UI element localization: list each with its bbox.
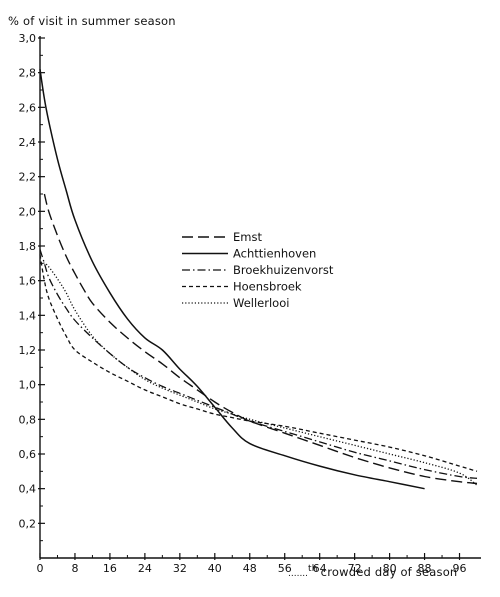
x-tick-label: 48 <box>243 562 257 575</box>
legend-label-wellerlooi: Wellerlooi <box>233 296 289 310</box>
y-tick-label: 2,2 <box>19 171 37 184</box>
y-tick-label: 1,6 <box>19 275 37 288</box>
y-tick-label: 2,8 <box>19 67 37 80</box>
x-tick-label: 72 <box>348 562 362 575</box>
y-tick-label: 1,0 <box>19 379 37 392</box>
y-tick-label: 0,4 <box>19 483 37 496</box>
x-axis-label-text: crowded day of season <box>320 565 458 579</box>
y-tick-label: 0,6 <box>19 448 37 461</box>
series-line-hoensbroek <box>39 254 478 472</box>
x-tick-label: 80 <box>383 562 397 575</box>
y-tick-label: 1,8 <box>19 240 37 253</box>
legend-label-broekhuizenvorst: Broekhuizenvorst <box>233 263 334 277</box>
y-tick-label: 3,0 <box>19 32 37 45</box>
y-tick-label: 1,4 <box>19 309 37 322</box>
x-tick-label: 0 <box>37 562 44 575</box>
y-tick-label: 2,0 <box>19 205 37 218</box>
legend-label-emst: Emst <box>233 230 262 244</box>
y-tick-label: 0,2 <box>19 517 37 530</box>
x-axis-label-suffix: th <box>308 564 318 574</box>
series-line-broekhuizenvorst <box>39 249 478 479</box>
y-tick-label: 2,4 <box>19 136 37 149</box>
y-tick-label: 0,8 <box>19 413 37 426</box>
x-tick-label: 32 <box>173 562 187 575</box>
series-line-wellerlooi <box>39 262 478 486</box>
y-tick-label: 1,2 <box>19 344 37 357</box>
x-tick-label: 88 <box>418 562 432 575</box>
legend-label-achttienhoven: Achttienhoven <box>233 247 316 261</box>
x-tick-label: 96 <box>453 562 467 575</box>
x-tick-label: 40 <box>208 562 222 575</box>
x-tick-label: 64 <box>313 562 327 575</box>
x-tick-label: 8 <box>71 562 78 575</box>
x-tick-label: 24 <box>138 562 152 575</box>
x-tick-label: 56 <box>278 562 292 575</box>
series-line-achttienhoven <box>39 69 425 490</box>
x-axis-label: .......th crowded day of season <box>288 564 458 579</box>
y-axis-label: % of visit in summer season <box>8 14 176 28</box>
series-line-emst <box>43 193 478 485</box>
y-tick-label: 2,6 <box>19 101 37 114</box>
x-tick-label: 16 <box>103 562 117 575</box>
legend-label-hoensbroek: Hoensbroek <box>233 280 302 294</box>
